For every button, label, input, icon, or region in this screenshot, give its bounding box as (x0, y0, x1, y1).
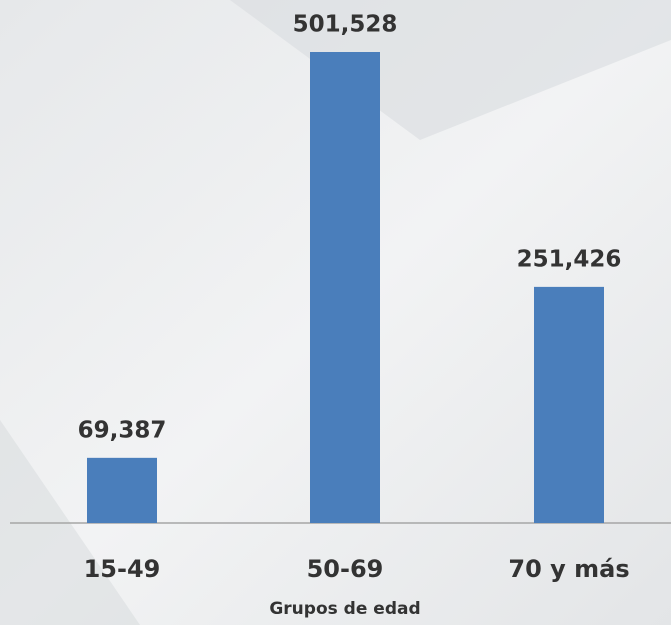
x-tick-label: 70 y más (508, 555, 629, 583)
x-tick-label: 50-69 (307, 555, 384, 583)
bar (534, 286, 604, 523)
data-label: 251,426 (517, 246, 622, 272)
x-axis-title: Grupos de edad (269, 599, 420, 619)
bar (310, 52, 380, 523)
data-label: 501,528 (293, 12, 398, 38)
data-label: 69,387 (78, 417, 167, 443)
bar (87, 457, 157, 523)
x-tick-label: 15-49 (84, 555, 161, 583)
background-shape (230, 0, 671, 140)
